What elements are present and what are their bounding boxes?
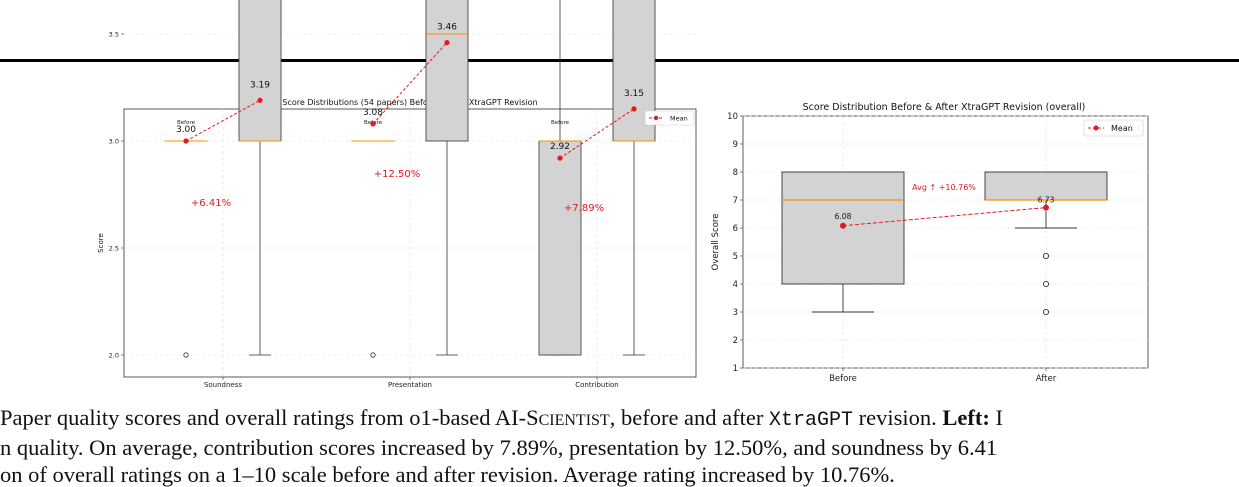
outlier-point <box>183 352 189 358</box>
caption-line-2: n quality. On average, contribution scor… <box>0 435 998 460</box>
caption-text: revision. <box>853 405 943 430</box>
caption-line-3: on of overall ratings on a 1–10 scale be… <box>0 462 895 487</box>
y-tick-label: 2.0 <box>109 352 119 360</box>
figure-caption: Paper quality scores and overall ratings… <box>0 404 1239 487</box>
caption-text: , before and after <box>609 405 769 430</box>
legend-label: Mean <box>670 115 688 123</box>
mean-point-before <box>557 155 563 161</box>
x-tick-label: Before <box>829 374 857 384</box>
mean-value-label: 3.19 <box>250 80 270 90</box>
mean-trend-line <box>842 207 1047 227</box>
outlier-point <box>1042 280 1050 288</box>
legend-marker <box>1093 125 1099 131</box>
legend-box <box>1083 119 1144 137</box>
y-tick-label: 2 <box>733 336 738 346</box>
legend-label: Mean <box>1111 124 1133 133</box>
mean-point-before <box>370 121 376 127</box>
caption-system-name: Scientist <box>526 405 610 430</box>
mean-value-label: 3.15 <box>624 89 644 99</box>
percent-change-label: +6.41% <box>191 198 231 209</box>
chart-title: Score Distributions (54 papers) Before &… <box>282 98 537 107</box>
y-tick-label: 8 <box>733 168 738 178</box>
y-tick-label: 7 <box>733 196 738 206</box>
mean-value-label: 2.92 <box>550 142 570 152</box>
mean-point-after <box>1043 204 1049 211</box>
y-tick-label: 9 <box>733 140 738 150</box>
x-tick-label: Presentation <box>388 381 432 389</box>
y-axis-label: Overall Score <box>711 214 721 271</box>
caption-model-name: XtraGPT <box>769 409 854 432</box>
group-label: Before <box>177 120 196 126</box>
y-tick-label: 3.5 <box>109 31 119 39</box>
y-tick-label: 5 <box>733 252 738 262</box>
outlier-point <box>1042 252 1050 260</box>
percent-change-label: +7.89% <box>564 203 604 214</box>
mean-point-after <box>257 97 263 103</box>
y-tick-label: 3 <box>733 308 738 318</box>
mean-value-label: 6.08 <box>835 212 852 221</box>
mean-point-before <box>183 138 189 144</box>
caption-text: Paper quality scores and overall ratings… <box>0 405 527 430</box>
y-tick-label: 1 <box>733 364 738 374</box>
mean-value-label: 3.00 <box>176 125 196 135</box>
mean-value-label: 3.46 <box>437 23 457 33</box>
y-tick-label: 3.0 <box>109 138 119 146</box>
percent-change-label: +12.50% <box>374 169 421 180</box>
outlier-point <box>1042 308 1050 316</box>
mean-trend-line <box>372 42 448 125</box>
legend-box <box>644 110 695 126</box>
caption-line-1: Paper quality scores and overall ratings… <box>0 404 1239 434</box>
y-tick-label: 10 <box>727 112 738 122</box>
mean-point-after <box>444 39 450 46</box>
legend-marker <box>653 115 659 121</box>
box <box>984 171 1108 201</box>
percent-change-label: Avg ↑ +10.76% <box>912 183 976 192</box>
x-tick-label: After <box>1036 374 1057 384</box>
mean-trend-line <box>185 99 261 142</box>
y-tick-label: 6 <box>733 224 738 234</box>
caption-text: I <box>989 405 1004 430</box>
y-tick-label: 2.5 <box>109 245 119 253</box>
mean-value-label: 6.73 <box>1038 196 1055 205</box>
mean-value-label: 3.08 <box>363 108 383 118</box>
mean-point-before <box>840 222 846 229</box>
y-axis-label: Score <box>97 233 105 253</box>
chart-title: Score Distribution Before & After XtraGP… <box>803 102 1086 113</box>
box <box>238 0 282 142</box>
x-tick-label: Soundness <box>204 381 242 389</box>
box <box>538 140 582 356</box>
y-tick-label: 4 <box>733 280 738 290</box>
box <box>425 0 469 142</box>
caption-left-label: Left: <box>942 405 990 430</box>
mean-point-after <box>631 106 637 112</box>
outlier-point <box>370 352 376 358</box>
x-tick-label: Contribution <box>575 381 618 389</box>
